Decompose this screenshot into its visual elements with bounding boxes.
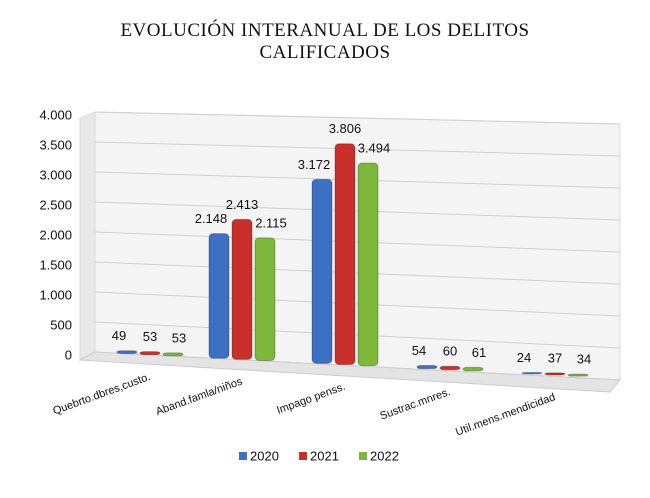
bar (139, 351, 161, 356)
grid-line (94, 321, 621, 349)
value-label: 53 (143, 329, 157, 344)
y-tick-label: 3.500 (39, 137, 72, 152)
bar (544, 372, 566, 376)
value-label: 24 (517, 350, 531, 365)
y-tick-label: 3.000 (39, 167, 72, 182)
x-tick-label: Quebrto.dbres,custo. (51, 371, 152, 417)
legend-swatch (299, 452, 307, 460)
y-tick-label: 1.500 (39, 257, 72, 272)
legend-label: 2022 (370, 448, 399, 463)
x-tick-label: Impago penss. (275, 381, 347, 417)
grid-line (94, 171, 621, 189)
value-label: 61 (472, 345, 486, 360)
grid-line (94, 291, 621, 317)
y-tick-label: 1.000 (39, 287, 72, 302)
chart-title: EVOLUCIÓN INTERANUAL DE LOS DELITOS CALI… (120, 20, 530, 63)
value-label: 60 (443, 344, 457, 359)
bar (462, 366, 484, 372)
bar (439, 365, 461, 371)
value-label: 53 (172, 330, 186, 345)
y-tick-label: 2.500 (39, 197, 72, 212)
legend-label: 2021 (310, 448, 339, 463)
bar (311, 178, 333, 364)
value-label: 2.148 (195, 211, 228, 226)
value-label: 2.115 (255, 215, 287, 230)
value-label: 34 (577, 352, 591, 367)
y-tick-label: 0 (65, 347, 72, 362)
legend-swatch (239, 452, 247, 460)
grid-line (94, 201, 621, 221)
value-label: 37 (548, 350, 562, 365)
bar (567, 373, 589, 377)
value-label: 3.172 (298, 157, 331, 172)
legend-swatch (359, 452, 367, 460)
grid-line (94, 141, 621, 157)
side-wall (79, 111, 96, 361)
bar (416, 364, 438, 370)
value-label: 54 (412, 343, 426, 358)
y-tick-label: 2.000 (39, 227, 72, 242)
bar (334, 143, 356, 365)
y-tick-label: 500 (50, 317, 72, 332)
bar (254, 237, 276, 361)
x-tick-label: Util.mens.mendicidad (454, 391, 557, 438)
bar (116, 350, 138, 355)
x-tick-label: Aband.famla/niños (154, 375, 244, 418)
grid-line (94, 261, 621, 285)
grid-line (94, 351, 621, 381)
value-label: 3.806 (329, 121, 362, 136)
bar (231, 218, 253, 360)
value-label: 49 (112, 328, 126, 343)
bar (357, 162, 379, 367)
grid-line (94, 111, 621, 125)
grid-line (94, 231, 621, 253)
value-label: 2.413 (226, 197, 259, 212)
bar (208, 233, 230, 359)
x-tick-label: Sustrac.mnres. (378, 386, 452, 423)
bar (521, 371, 543, 375)
value-label: 3.494 (358, 140, 391, 155)
legend-label: 2020 (250, 448, 279, 463)
y-tick-label: 4.000 (39, 107, 72, 122)
bar (162, 352, 184, 357)
